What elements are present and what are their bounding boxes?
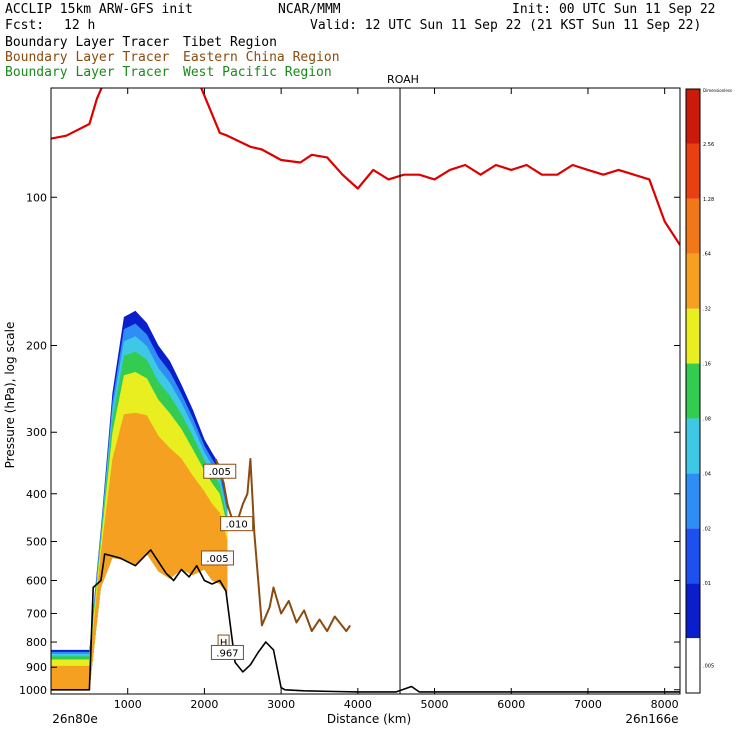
x-axis-label: Distance (km) [327, 712, 411, 726]
right-endpoint: 26n166e [625, 712, 678, 726]
y-tick-label-900: 900 [26, 661, 47, 674]
y-tick-label-200: 200 [26, 340, 47, 353]
tracer-band-6 [51, 412, 228, 690]
colorbar-segment-9 [686, 198, 700, 254]
colorbar-level-1: .005 [703, 664, 714, 670]
contour-label-1: .005 [209, 467, 231, 478]
legend-region-eastern-china: Eastern China Region [183, 50, 340, 65]
left-endpoint: 26n80e [52, 712, 98, 726]
colorbar-level-6: .16 [703, 362, 711, 368]
x-tick-label-6000: 6000 [497, 698, 525, 711]
contour-label-3: .005 [206, 554, 228, 565]
y-tick-label-700: 700 [26, 607, 47, 620]
colorbar-level-8: .64 [703, 252, 711, 258]
colorbar-level-5: .08 [703, 416, 711, 422]
colorbar-level-10: 2.56 [703, 142, 714, 148]
contour-label-box-3 [200, 550, 234, 566]
x-tick-label-8000: 8000 [651, 698, 679, 711]
y-tick-label-500: 500 [26, 536, 47, 549]
chart-axes: 1000 2000 3000 4000 5000 6000 7000 8000 100 200 30… [19, 87, 681, 711]
marker-label-roah: ROAH [387, 73, 419, 86]
colorbar-segment-5 [686, 418, 700, 474]
plot-frame [50, 87, 681, 695]
init-time: Init: 00 UTC Sun 11 Sep 22 [512, 2, 716, 17]
x-tick-label-5000: 5000 [421, 698, 449, 711]
colorbar-segment-6 [686, 363, 700, 419]
legend-label-west-pacific: Boundary Layer Tracer [5, 65, 170, 80]
contour-label-box-5 [210, 644, 244, 660]
colorbar-segment-4 [686, 473, 700, 529]
fcst-label: Fcst: [5, 18, 45, 33]
y-tick-label-800: 800 [26, 636, 47, 649]
y-tick-label-300: 300 [26, 426, 47, 439]
colorbar-level-9: 1.28 [703, 197, 714, 203]
colorbar-segment-10 [686, 143, 700, 199]
y-tick-label-1000: 1000 [19, 684, 47, 697]
y-tick-label-600: 600 [26, 575, 47, 588]
eastern-china-tracer-contour [214, 458, 352, 633]
model-title: ACCLIP 15km ARW-GFS init [5, 2, 193, 17]
x-tick-label-7000: 7000 [574, 698, 602, 711]
colorbar-segment-8 [686, 253, 700, 309]
colorbar-title: Dimensionless [703, 88, 732, 93]
x-tick-label-3000: 3000 [267, 698, 295, 711]
legend-region-tibet: Tibet Region [183, 35, 277, 50]
colorbar-segment-2 [686, 583, 700, 639]
colorbar: .005 .01 .02 .04 .08 .16 .32 .64 1.28 2.56 Dimensi… [685, 88, 732, 694]
colorbar-level-2: .01 [703, 581, 711, 587]
colorbar-level-7: .32 [703, 307, 711, 313]
x-tick-label-1000: 1000 [114, 698, 142, 711]
contour-label-5: .967 [216, 648, 238, 659]
colorbar-segment-3 [686, 528, 700, 584]
legend-label-tibet: Boundary Layer Tracer [5, 35, 170, 50]
y-tick-label-400: 400 [26, 488, 47, 501]
colorbar-segment-7 [686, 308, 700, 364]
x-tick-label-4000: 4000 [344, 698, 372, 711]
tracer-shading [51, 310, 228, 690]
colorbar-level-4: .04 [703, 471, 711, 477]
colorbar-segment-1 [686, 638, 700, 693]
colorbar-segment-11 [686, 89, 700, 144]
terrain-line [51, 549, 680, 693]
y-tick-label-100: 100 [26, 191, 47, 204]
fcst-value: 12 h [64, 18, 96, 33]
colorbar-frame [685, 88, 701, 694]
contour-label-4: H [220, 638, 228, 649]
contour-label-box-2 [220, 516, 254, 532]
contour-label-2: .010 [225, 520, 247, 531]
legend-label-eastern-china: Boundary Layer Tracer [5, 50, 170, 65]
valid-time: Valid: 12 UTC Sun 11 Sep 22 (21 KST Sun … [310, 18, 702, 33]
x-tick-label-2000: 2000 [190, 698, 218, 711]
colorbar-level-3: .02 [703, 526, 711, 532]
legend-region-west-pacific: West Pacific Region [183, 65, 332, 80]
contour-label-box-1 [203, 463, 237, 479]
contour-labels: .005 .010 .005 H.967 [200, 463, 254, 660]
org-label: NCAR/MMM [278, 2, 341, 17]
tropopause-line [51, 88, 680, 246]
y-axis-label: Pressure (hPa), log scale [3, 322, 17, 469]
